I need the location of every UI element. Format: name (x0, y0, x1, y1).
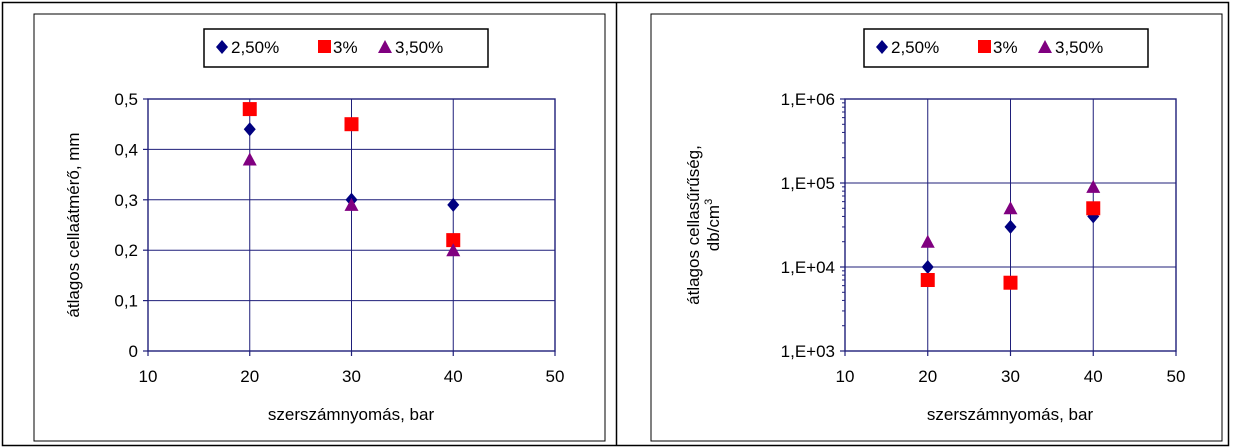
right-x-tick-label: 50 (1167, 367, 1186, 386)
chart-right-panel: 10 20 30 40 50 1,E+03 1,E+04 1,E+05 1,E+06 szers… (650, 13, 1223, 442)
left-legend-label-3: 3,50% (395, 38, 443, 57)
legend-triangle-icon (1038, 40, 1052, 53)
left-series3-point (242, 152, 257, 166)
left-y-tick-label: 0,4 (114, 140, 138, 159)
right-x-tick-label: 20 (918, 367, 937, 386)
right-y-tick-label: 1,E+04 (781, 258, 835, 277)
chart-left-frame (33, 13, 606, 442)
left-series1-point (447, 197, 460, 212)
right-legend-label-3: 3,50% (1055, 38, 1103, 57)
left-legend: 2,50% 3% 3,50% (203, 28, 489, 68)
left-series3-point (344, 197, 359, 211)
chart-right-frame (650, 13, 1223, 442)
left-x-tick-label: 30 (342, 367, 361, 386)
legend-square-icon (318, 40, 331, 53)
right-series1-point (921, 260, 934, 274)
left-ticks: 10 20 30 40 50 0 0,1 0,2 0,3 0,4 0,5 (114, 90, 564, 386)
right-legend-label-1: 2,50% (891, 38, 939, 57)
left-series2-point (446, 233, 461, 248)
left-legend-label-1: 2,50% (231, 38, 279, 57)
right-ticks: 10 20 30 40 50 1,E+03 1,E+04 1,E+05 1,E+06 (781, 90, 1186, 386)
left-x-tick-label: 10 (139, 367, 158, 386)
left-series2-point (344, 117, 359, 132)
right-series3-point (920, 234, 935, 248)
left-y-tick-label: 0,5 (114, 90, 138, 109)
left-y-tick-label: 0,3 (114, 191, 138, 210)
left-series1-point (243, 122, 256, 137)
left-gridlines (148, 99, 555, 351)
right-x-axis-label: szerszámnyomás, bar (927, 405, 1094, 424)
right-series2-point (1086, 201, 1101, 216)
left-series2-point (242, 102, 257, 117)
right-series1-point (1004, 219, 1017, 234)
right-x-tick-label: 30 (1001, 367, 1020, 386)
right-y-tick-label: 1,E+03 (781, 342, 835, 361)
left-x-axis-label: szerszámnyomás, bar (268, 405, 435, 424)
left-y-tick-label: 0 (129, 342, 138, 361)
chart-left-panel: 10 20 30 40 50 0 0,1 0,2 0,3 0,4 0,5 szerszámnyomá… (33, 13, 606, 442)
left-legend-box (203, 28, 489, 68)
right-legend-box (863, 28, 1149, 68)
right-y-axis-label-line2: db/cm3 (703, 199, 723, 251)
left-data-points (242, 102, 461, 257)
left-legend-label-2: 3% (333, 38, 358, 57)
left-y-tick-label: 0,2 (114, 241, 138, 260)
right-x-tick-label: 40 (1084, 367, 1103, 386)
right-y-axis-label-line1: átlagos cellasűrűség, (684, 145, 703, 305)
left-x-tick-label: 50 (546, 367, 565, 386)
right-series2-point (1003, 275, 1018, 290)
left-x-tick-label: 40 (444, 367, 463, 386)
right-x-tick-label: 10 (836, 367, 855, 386)
right-y-tick-label: 1,E+05 (781, 174, 835, 193)
left-series3-point (446, 243, 461, 257)
legend-triangle-icon (378, 40, 392, 53)
right-series3-point (1003, 201, 1018, 215)
right-legend: 2,50% 3% 3,50% (863, 28, 1149, 68)
left-y-axis-label: átlagos cellaátmérő, mm (64, 132, 83, 317)
legend-square-icon (978, 40, 991, 53)
left-y-tick-label: 0,1 (114, 292, 138, 311)
right-series3-point (1086, 179, 1101, 193)
right-legend-label-2: 3% (993, 38, 1018, 57)
right-series2-point (920, 273, 935, 288)
right-y-tick-label: 1,E+06 (781, 90, 835, 109)
legend-diamond-icon (876, 40, 888, 54)
right-data-points (920, 179, 1101, 290)
legend-diamond-icon (216, 40, 228, 54)
left-x-tick-label: 20 (240, 367, 259, 386)
